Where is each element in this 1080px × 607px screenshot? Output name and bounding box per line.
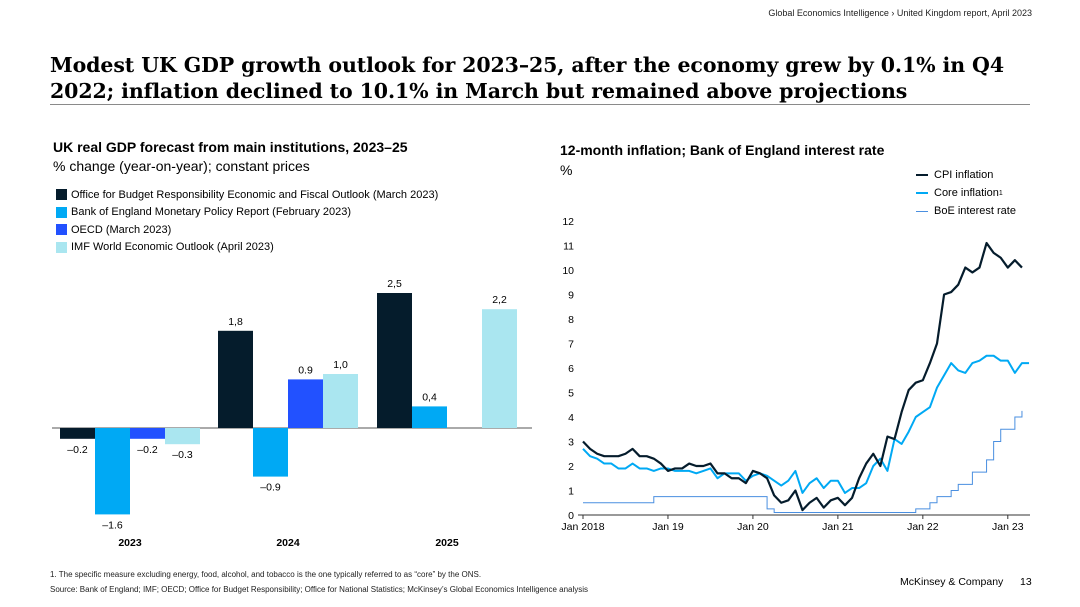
gdp-legend-label-imf: IMF World Economic Outlook (April 2023) [71,241,274,254]
gdp-legend-swatch-obr [56,189,67,201]
gdp-bar-2025-s1 [412,406,447,428]
inflation-y-tick-7: 7 [568,339,574,351]
gdp-bar-2024-s0 [218,330,253,428]
inflation-x-tick-0: Jan 2018 [561,521,604,533]
gdp-bar-2023-s1 [95,428,130,515]
inflation-x-tick-1: Jan 19 [652,521,684,533]
inflation-legend-item-cpi: CPI inflation [916,166,1016,184]
gdp-bar-2025-s3 [482,309,517,428]
inflation-y-tick-1: 1 [568,486,574,498]
inflation-legend-item-core: Core inflation 1 [916,184,1016,202]
inflation-legend-label-boe-rate: BoE interest rate [934,205,1016,217]
gdp-data-label-2024-s2: 0.9 [298,364,313,376]
inflation-legend-line-cpi [916,174,928,176]
inflation-y-tick-8: 8 [568,314,574,326]
gdp-data-label-2025-s0: 2,5 [387,278,402,290]
gdp-legend-swatch-boe [56,206,67,218]
gdp-chart-subtitle: % change (year-on-year); constant prices [53,158,310,174]
gdp-legend-label-oecd: OECD (March 2023) [71,223,172,236]
inflation-y-tick-4: 4 [568,412,574,424]
gdp-legend-swatch-oecd [56,224,67,236]
gdp-legend-label-obr: Office for Budget Responsibility Economi… [71,188,439,201]
gdp-data-label-2024-s3: 1,0 [333,359,348,371]
gdp-legend-item-obr: Office for Budget Responsibility Economi… [56,186,438,204]
inflation-y-unit: % [560,162,573,178]
gdp-x-tick-2025: 2025 [435,537,459,549]
inflation-x-tick-2: Jan 20 [737,521,769,533]
inflation-y-tick-9: 9 [568,290,574,302]
inflation-y-tick-2: 2 [568,461,574,473]
inflation-legend: CPI inflation Core inflation 1 BoE intere… [916,166,1016,220]
page-title: Modest UK GDP growth outlook for 2023–25… [50,53,1004,103]
company-name: McKinsey & Company [900,576,1004,588]
inflation-legend-item-boe-rate: BoE interest rate [916,202,1016,220]
title-divider [50,104,1030,105]
inflation-x-tick-5: Jan 23 [992,521,1024,533]
gdp-data-label-2024-s0: 1,8 [228,316,243,328]
gdp-data-label-2025-s1: 0,4 [422,391,437,403]
gdp-data-label-2023-s0: –0.2 [67,444,88,456]
gdp-legend-item-boe: Bank of England Monetary Policy Report (… [56,204,438,222]
inflation-y-tick-5: 5 [568,388,574,400]
gdp-legend-item-imf: IMF World Economic Outlook (April 2023) [56,239,438,257]
gdp-legend-label-boe: Bank of England Monetary Policy Report (… [71,206,352,219]
inflation-legend-line-boe-rate [916,210,928,212]
gdp-data-label-2025-s3: 2,2 [492,294,507,306]
gdp-bar-2023-s3 [165,428,200,445]
inflation-y-tick-3: 3 [568,437,574,449]
inflation-legend-line-core [916,192,928,194]
inflation-legend-label-cpi: CPI inflation [934,169,994,181]
inflation-x-tick-3: Jan 21 [822,521,854,533]
inflation-series-boe-rate [583,410,1023,514]
inflation-legend-label-core: Core inflation [934,187,999,199]
inflation-y-tick-12: 12 [562,216,574,228]
inflation-series-cpi [582,241,1023,512]
gdp-x-tick-2024: 2024 [276,537,300,549]
gdp-chart-title: UK real GDP forecast from main instituti… [53,139,408,155]
gdp-x-tick-2023: 2023 [118,537,142,549]
gdp-bar-2023-s0 [60,428,95,439]
inflation-y-tick-10: 10 [562,265,574,277]
header-breadcrumb: Global Economics Intelligence › United K… [768,8,1032,18]
inflation-y-tick-0: 0 [568,510,574,522]
inflation-y-tick-6: 6 [568,363,574,375]
gdp-bar-2025-s0 [377,293,412,428]
gdp-data-label-2023-s3: –0.3 [172,449,193,461]
inflation-y-tick-11: 11 [563,241,574,253]
inflation-x-tick-4: Jan 22 [907,521,939,533]
gdp-data-label-2023-s1: –1.6 [102,519,123,531]
gdp-legend-item-oecd: OECD (March 2023) [56,221,438,239]
gdp-bar-2024-s1 [253,428,288,477]
gdp-legend-swatch-imf [56,241,67,253]
footnote: 1. The specific measure excluding energy… [50,570,482,579]
gdp-bar-2024-s3 [323,374,358,428]
gdp-legend: Office for Budget Responsibility Economi… [56,186,438,256]
gdp-bar-2023-s2 [130,428,165,439]
inflation-chart-title: 12-month inflation; Bank of England inte… [560,142,885,158]
gdp-data-label-2024-s1: –0.9 [260,482,281,494]
source-note: Source: Bank of England; IMF; OECD; Offi… [50,585,589,594]
gdp-data-label-2023-s2: –0.2 [137,444,158,456]
gdp-bar-2024-s2 [288,379,323,428]
page-number: 13 [1020,576,1032,588]
inflation-series-core [582,354,1030,494]
inflation-legend-footnote-marker: 1 [998,189,1003,197]
